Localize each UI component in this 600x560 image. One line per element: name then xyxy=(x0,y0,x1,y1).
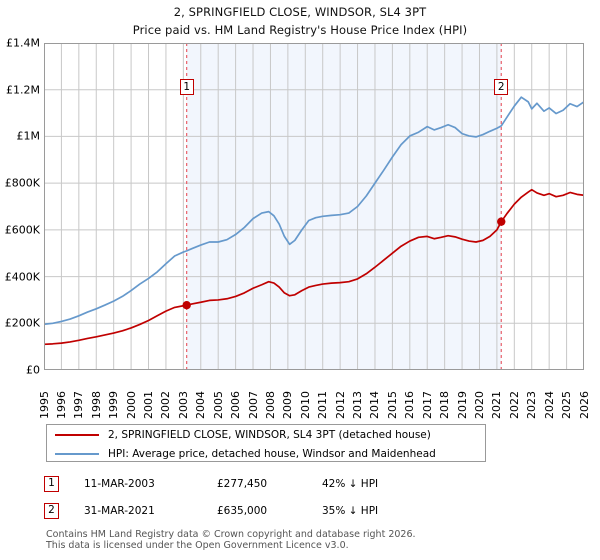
x-axis-tick-label: 2024 xyxy=(542,391,556,419)
x-axis-tick-label: 2005 xyxy=(211,391,225,419)
table-row: 2 31-MAR-2021 £635,000 35% ↓ HPI xyxy=(44,497,504,524)
x-axis-tick-label: 2010 xyxy=(298,391,312,419)
x-axis-tick-label: 2003 xyxy=(176,391,190,419)
footer-line-2: This data is licensed under the Open Gov… xyxy=(46,540,349,551)
chart-legend: 2, SPRINGFIELD CLOSE, WINDSOR, SL4 3PT (… xyxy=(46,424,486,462)
page-title: 2, SPRINGFIELD CLOSE, WINDSOR, SL4 3PT P… xyxy=(0,0,600,38)
x-axis-tick-label: 2012 xyxy=(333,391,347,419)
chart-subtitle: Price paid vs. HM Land Registry's House … xyxy=(132,23,468,37)
x-axis-tick-label: 2020 xyxy=(472,391,486,419)
transaction-index-badge: 1 xyxy=(44,475,59,492)
x-axis-tick-label: 2016 xyxy=(403,391,417,419)
y-axis-tick-label: £1.4M xyxy=(6,36,40,50)
x-axis-tick-label: 2007 xyxy=(246,391,260,419)
transaction-hpi-delta: 42% ↓ HPI xyxy=(322,477,379,490)
x-axis-tick-label: 2023 xyxy=(525,391,539,419)
x-axis-tick-label: 2006 xyxy=(229,391,243,419)
x-axis-tick-label: 2014 xyxy=(368,391,382,419)
y-axis-tick-label: £400K xyxy=(4,270,40,284)
transactions-table: 1 11-MAR-2003 £277,450 42% ↓ HPI 2 31-MA… xyxy=(44,470,504,524)
x-axis-labels: 1995 1996 1997 1998 1999 2000 2001 2002 2003 2004… xyxy=(38,373,591,419)
chart-title: 2, SPRINGFIELD CLOSE, WINDSOR, SL4 3PT xyxy=(173,5,427,19)
transaction-price: £277,450 xyxy=(217,477,268,490)
x-axis-tick-label: 2002 xyxy=(159,391,173,419)
transaction-hpi-delta: 35% ↓ HPI xyxy=(322,504,379,517)
x-axis-tick-label: 2004 xyxy=(194,391,208,419)
x-axis-tick-label: 2026 xyxy=(577,391,591,419)
x-axis-tick-label: 2008 xyxy=(263,391,277,419)
x-axis-tick-label: 2019 xyxy=(455,391,469,419)
footer-attribution: Contains HM Land Registry data © Crown c… xyxy=(46,529,586,551)
legend-label-hpi: HPI: Average price, detached house, Wind… xyxy=(108,447,436,460)
table-row: 1 11-MAR-2003 £277,450 42% ↓ HPI xyxy=(44,470,504,497)
x-axis-tick-label: 2000 xyxy=(124,391,138,419)
plot-marker-badge: 1 xyxy=(179,79,194,96)
x-axis-tick-label: 2009 xyxy=(281,391,295,419)
y-axis-tick-label: £600K xyxy=(4,223,40,237)
x-axis-tick-label: 2018 xyxy=(438,391,452,419)
y-axis-tick-label: £200K xyxy=(4,316,40,330)
x-axis-tick-label: 2013 xyxy=(351,391,365,419)
plot-marker-badge: 2 xyxy=(494,79,509,96)
x-axis-tick-label: 2022 xyxy=(507,391,521,419)
x-axis-tick-label: 1996 xyxy=(54,391,68,419)
y-axis-labels: £0 £200K £400K £600K £800K £1M £1.2M £1.4M xyxy=(0,38,41,376)
footer-line-1: Contains HM Land Registry data © Crown c… xyxy=(46,529,416,540)
x-axis-tick-label: 1999 xyxy=(107,391,121,419)
x-axis-tick-label: 2001 xyxy=(142,391,156,419)
legend-item-property: 2, SPRINGFIELD CLOSE, WINDSOR, SL4 3PT (… xyxy=(47,425,485,444)
y-axis-tick-label: £0 xyxy=(26,363,40,377)
x-axis-tick-label: 2015 xyxy=(385,391,399,419)
legend-color-swatch-hpi xyxy=(55,452,99,455)
x-axis-tick-label: 1998 xyxy=(89,391,103,419)
transaction-index-badge: 2 xyxy=(44,502,59,519)
legend-item-hpi: HPI: Average price, detached house, Wind… xyxy=(47,444,485,463)
y-axis-tick-label: £1.2M xyxy=(6,83,40,97)
x-axis-tick-label: 2025 xyxy=(560,391,574,419)
transaction-date: 31-MAR-2021 xyxy=(84,504,155,517)
x-axis-tick-label: 1997 xyxy=(72,391,86,419)
y-axis-tick-label: £1M xyxy=(16,129,41,143)
legend-label-property: 2, SPRINGFIELD CLOSE, WINDSOR, SL4 3PT (… xyxy=(108,428,431,441)
transaction-price: £635,000 xyxy=(217,504,268,517)
legend-color-swatch-property xyxy=(55,433,99,436)
transaction-date: 11-MAR-2003 xyxy=(84,477,155,490)
chart-svg xyxy=(44,43,584,370)
y-axis-tick-label: £800K xyxy=(4,176,40,190)
x-axis-tick-label: 1995 xyxy=(37,391,51,419)
x-axis-tick-label: 2021 xyxy=(490,391,504,419)
x-axis-tick-label: 2011 xyxy=(316,391,330,419)
x-axis-tick-label: 2017 xyxy=(420,391,434,419)
